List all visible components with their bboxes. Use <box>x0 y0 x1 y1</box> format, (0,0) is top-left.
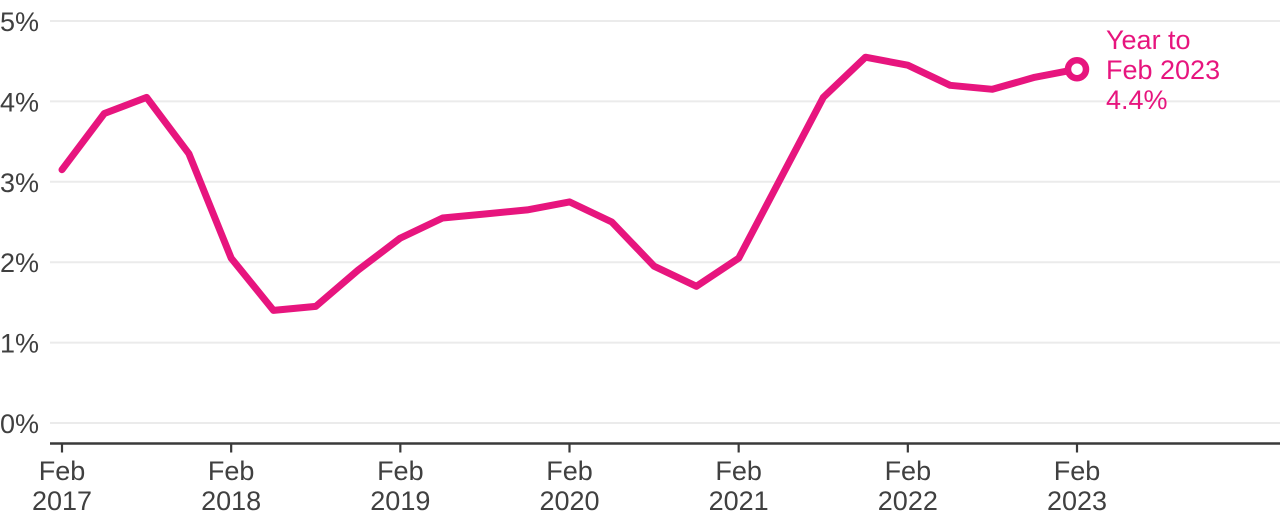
x-axis-label: Feb 2021 <box>709 456 769 516</box>
end-point-annotation: Year to Feb 2023 4.4% <box>1106 25 1220 115</box>
y-axis-label: 3% <box>0 168 39 198</box>
data-line <box>58 53 1081 314</box>
y-axis-label: 2% <box>0 248 39 278</box>
x-axis-label: Feb 2017 <box>32 456 92 516</box>
end-point-marker <box>1064 56 1090 82</box>
y-axis-label: 1% <box>0 329 39 359</box>
y-axis-label: 0% <box>0 409 39 439</box>
x-axis-label: Feb 2023 <box>1047 456 1107 516</box>
x-axis-label: Feb 2022 <box>878 456 938 516</box>
y-axis-label: 4% <box>0 87 39 117</box>
x-axis-label: Feb 2018 <box>201 456 261 516</box>
x-axis-label: Feb 2020 <box>539 456 599 516</box>
y-axis-label: 5% <box>0 7 39 37</box>
x-axis-label: Feb 2019 <box>370 456 430 516</box>
